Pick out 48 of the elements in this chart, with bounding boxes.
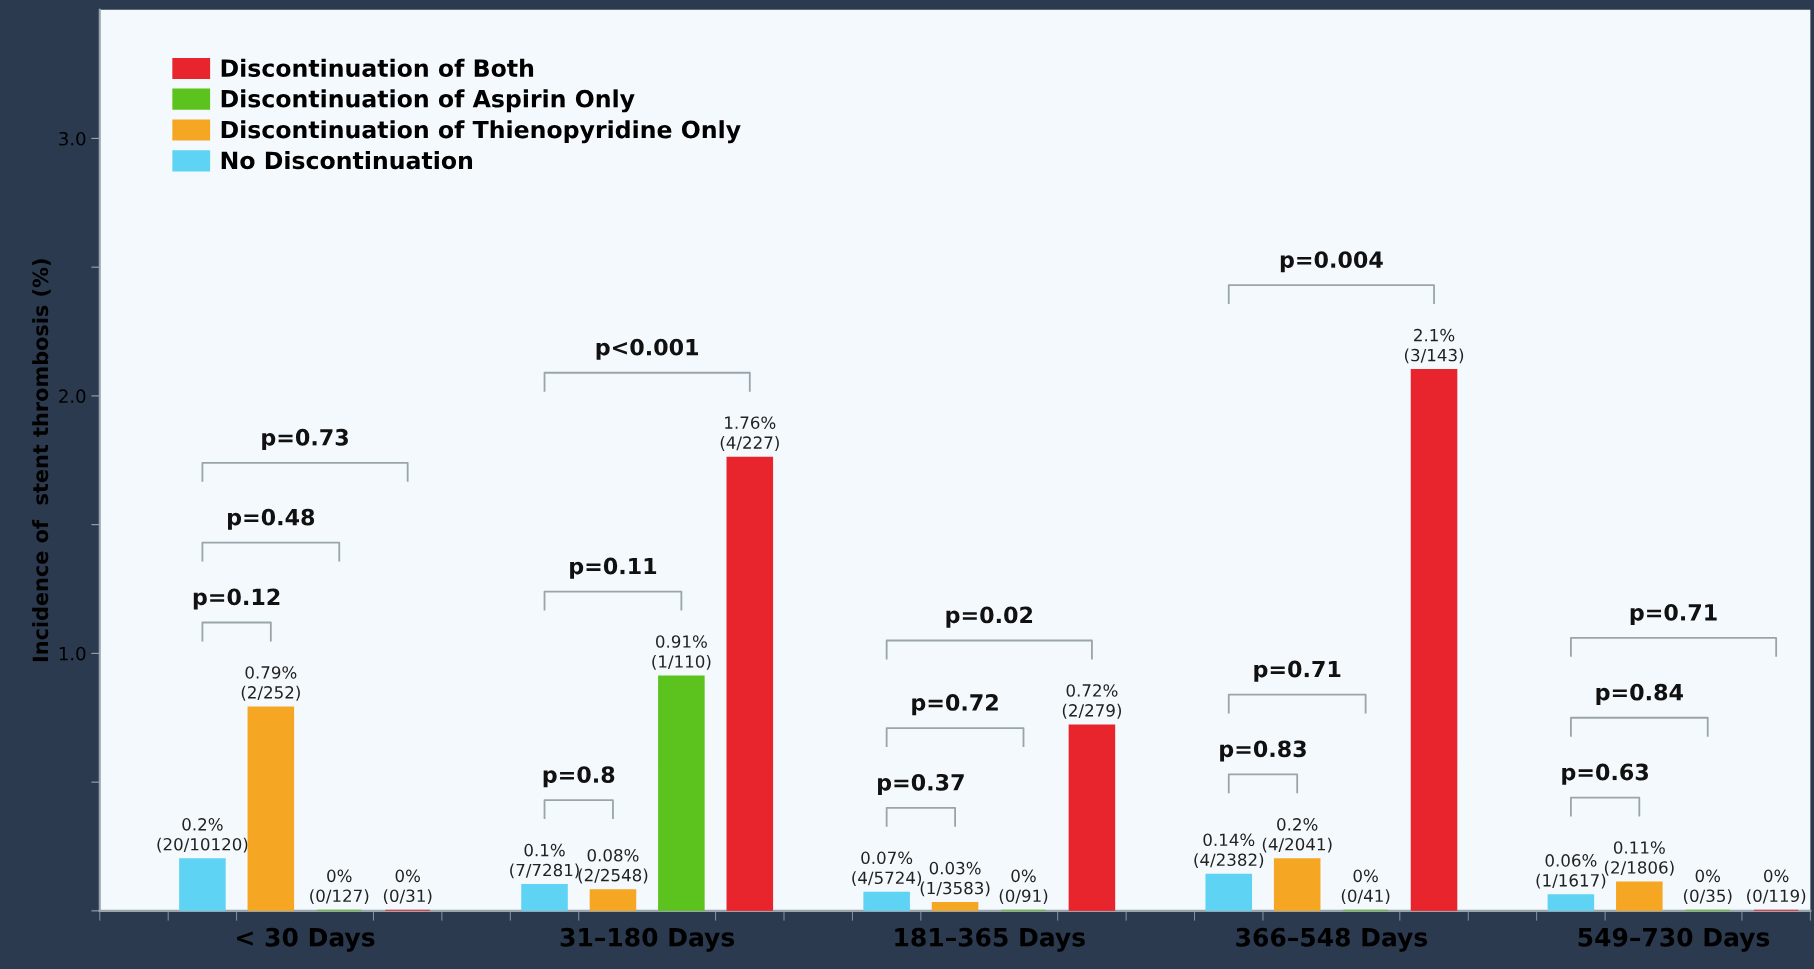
x-tick-label: 366–548 Days: [1236, 927, 1428, 952]
data-label: 0.14% (4/2382): [1194, 833, 1264, 868]
data-label: 0.91% (1/110): [652, 635, 711, 670]
data-label: 0% (0/35): [1683, 869, 1732, 905]
annotation: p=0.63: [1562, 763, 1649, 785]
annotation: p=0.84: [1596, 683, 1683, 705]
y-tick-label: 1.0: [59, 646, 86, 661]
data-label: 0% (0/91): [999, 869, 1048, 905]
data-label: 2.1% (3/143): [1404, 328, 1464, 364]
annotation: p=0.004: [1280, 251, 1383, 273]
y-axis-title: Incidence of stent thrombosis (%): [32, 259, 51, 662]
x-tick-label: < 30 Days: [237, 927, 375, 952]
data-label: 0% (0/31): [383, 869, 432, 905]
legend-label: No Discontinuation: [221, 151, 473, 170]
annotation: p=0.02: [946, 606, 1033, 628]
annotation: p=0.83: [1220, 740, 1306, 762]
data-label: 0.72% (2/279): [1062, 684, 1121, 719]
y-tick-label: 3.0: [59, 131, 86, 146]
annotation: p=0.8: [543, 766, 615, 788]
data-label: 0.1% (7/7281): [510, 843, 579, 879]
data-label: 0.07% (4/5724): [852, 851, 922, 887]
annotation: p=0.11: [570, 557, 657, 579]
annotation: p=0.37: [878, 773, 964, 795]
annotation: p=0.73: [262, 428, 348, 450]
data-label: 0.2% (4/2041): [1262, 818, 1332, 853]
data-label: 0.03% (1/3583): [920, 861, 990, 897]
y-tick-label: 2.0: [59, 389, 86, 404]
data-label: 0.2% (20/10120): [157, 818, 248, 853]
data-label: 0% (0/41): [1341, 869, 1390, 905]
annotation: p=0.72: [912, 694, 998, 716]
data-label: 0.06% (1/1617): [1536, 854, 1606, 889]
x-tick-label: 181–365 Days: [895, 927, 1085, 952]
legend-label: Discontinuation of Both: [221, 58, 534, 77]
annotation: p=0.71: [1254, 660, 1341, 682]
annotation: p<0.001: [596, 338, 699, 360]
data-label: 0% (0/127): [310, 869, 369, 905]
data-label: 0.11% (2/1806): [1604, 841, 1674, 876]
data-label: 0% (0/119): [1747, 869, 1806, 905]
x-tick-label: 31–180 Days: [560, 927, 735, 952]
annotation: p=0.48: [228, 508, 315, 530]
legend-label: Discontinuation of Thienopyridine Only: [221, 120, 741, 144]
data-label: 0.79% (2/252): [241, 666, 300, 701]
legend-label: Discontinuation of Aspirin Only: [221, 89, 635, 113]
annotation: p=0.12: [193, 588, 280, 610]
data-label: 1.76% (4/227): [720, 416, 779, 451]
x-tick-label: 549–730 Days: [1578, 927, 1770, 952]
annotation: p=0.71: [1630, 603, 1717, 626]
data-label: 0.08% (2/2548): [578, 848, 648, 884]
